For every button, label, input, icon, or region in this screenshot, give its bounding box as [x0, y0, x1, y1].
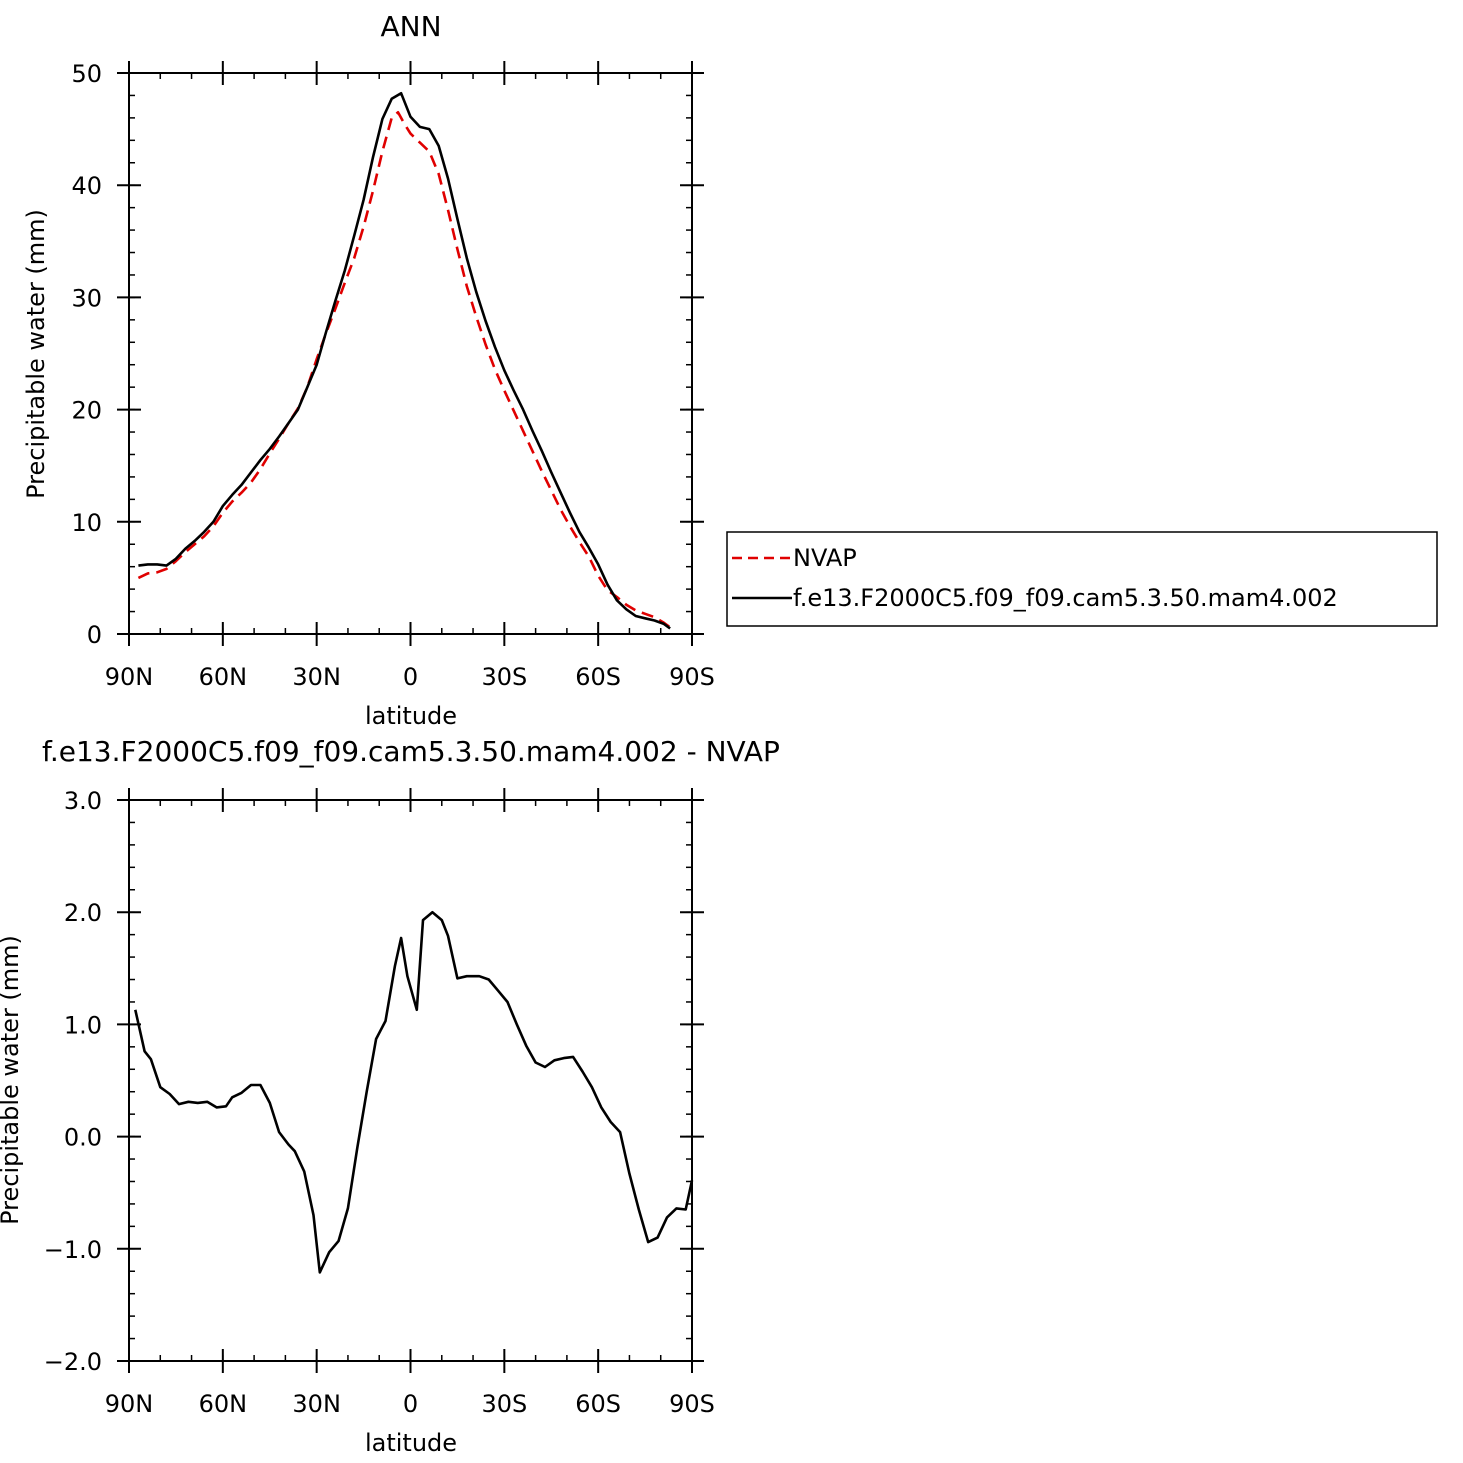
- bottom-x-tick-label: 60N: [199, 1390, 248, 1418]
- top-plot-area: 90N 60N 30N 0 30S 60S 90S 0 10 20 30 40 50: [71, 60, 714, 691]
- bottom-y-tick-label: −1.0: [44, 1236, 102, 1264]
- top-x-tick-label: 60N: [199, 663, 248, 691]
- bottom-y-tick-label: 2.0: [64, 899, 102, 927]
- top-series-line-0: [137, 111, 671, 629]
- bottom-x-tick-label: 30S: [481, 1390, 527, 1418]
- top-y-tick-label: 40: [71, 172, 102, 200]
- top-y-tick-label: 30: [71, 284, 102, 312]
- bottom-y-tick-label: 3.0: [64, 787, 102, 815]
- top-y-tick-label: 10: [71, 509, 102, 537]
- bottom-y-tick-label: −2.0: [44, 1348, 102, 1376]
- bottom-plot-area: 90N 60N 30N 0 30S 60S 90S −2.0 −1.0 0.0 1.0 2.0 3.0: [44, 787, 715, 1418]
- legend: NVAP f.e13.F2000C5.f09_f09.cam5.3.50.mam…: [726, 531, 1438, 627]
- top-panel-title: ANN: [380, 10, 441, 43]
- bottom-y-tick-label: 0.0: [64, 1124, 102, 1152]
- bottom-y-tick-label: 1.0: [64, 1011, 102, 1039]
- legend-box: [726, 531, 1438, 627]
- top-series-line-1: [138, 91, 671, 630]
- top-y-tick-label: 20: [71, 397, 102, 425]
- top-y-tick-label: 0: [87, 621, 102, 649]
- bottom-plot-frame: [128, 799, 693, 1362]
- top-x-tick-label: 0: [403, 663, 418, 691]
- top-y-axis-label: Precipitable water (mm): [22, 209, 50, 499]
- top-x-tick-label: 60S: [575, 663, 621, 691]
- bottom-y-axis-label: Precipitable water (mm): [0, 935, 24, 1225]
- bottom-series-line-0: [134, 910, 694, 1274]
- top-x-axis-label: latitude: [365, 702, 457, 730]
- top-plot-frame: [128, 72, 693, 635]
- top-x-tick-label: 90N: [105, 663, 154, 691]
- bottom-panel: f.e13.F2000C5.f09_f09.cam5.3.50.mam4.002…: [0, 735, 780, 1457]
- top-y-tick-label: 50: [71, 60, 102, 88]
- legend-label-nvap: NVAP: [793, 544, 857, 572]
- bottom-x-tick-label: 90N: [105, 1390, 154, 1418]
- bottom-x-axis-label: latitude: [365, 1429, 457, 1457]
- bottom-x-tick-label: 0: [403, 1390, 418, 1418]
- top-panel: ANN 90N 60N 30N 0 30S 60S 90S 0 10 20 30 40 50 latit…: [22, 10, 715, 730]
- top-x-tick-label: 90S: [669, 663, 715, 691]
- top-x-tick-label: 30S: [481, 663, 527, 691]
- top-x-tick-label: 30N: [292, 663, 341, 691]
- bottom-x-tick-label: 30N: [292, 1390, 341, 1418]
- legend-label-model: f.e13.F2000C5.f09_f09.cam5.3.50.mam4.002: [793, 584, 1338, 612]
- bottom-x-tick-label: 60S: [575, 1390, 621, 1418]
- bottom-x-tick-label: 90S: [669, 1390, 715, 1418]
- bottom-panel-title: f.e13.F2000C5.f09_f09.cam5.3.50.mam4.002…: [42, 735, 780, 768]
